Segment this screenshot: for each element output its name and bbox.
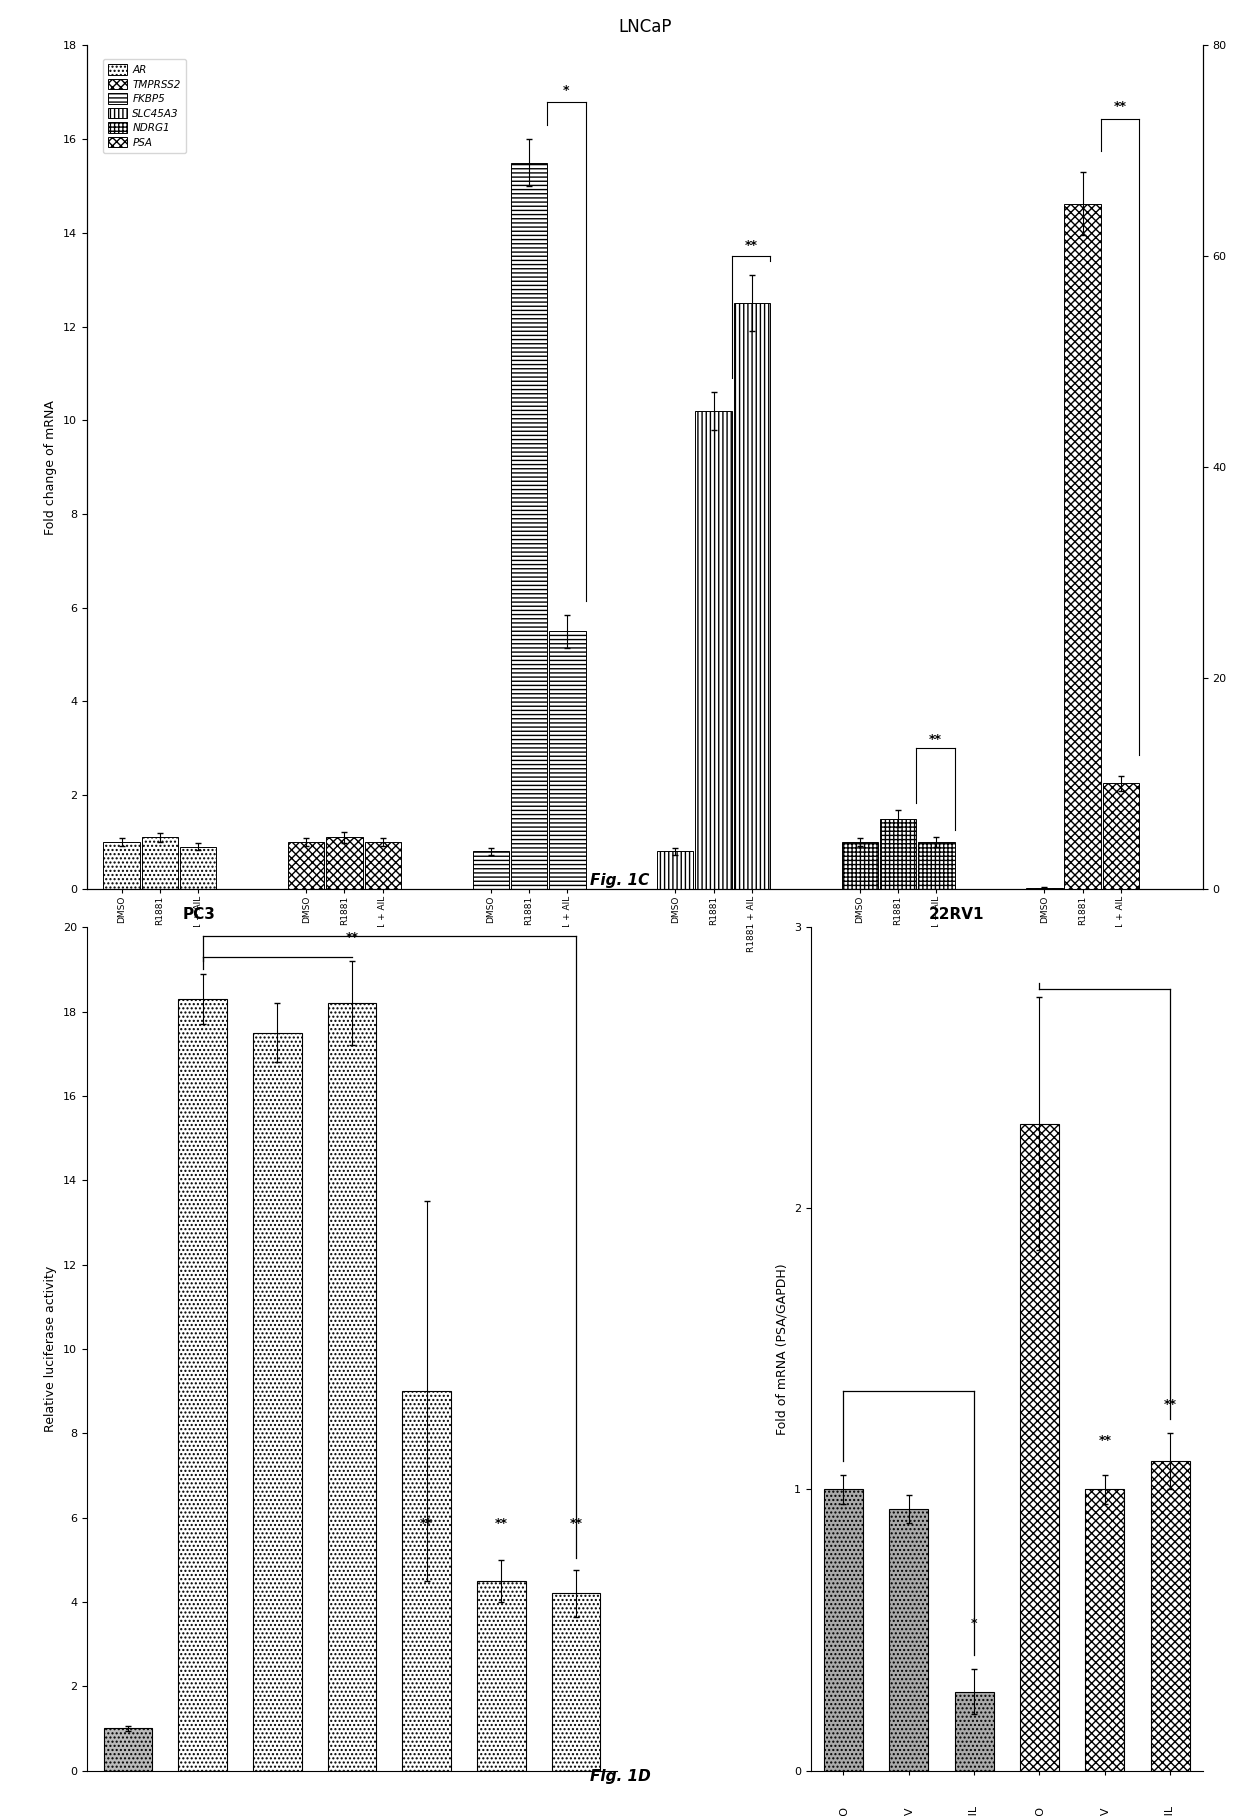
Bar: [365, 843, 401, 888]
Bar: [955, 1693, 993, 1771]
Bar: [734, 303, 770, 888]
Text: **: **: [1163, 1398, 1177, 1411]
Text: **: **: [495, 1516, 508, 1531]
Bar: [1085, 1489, 1125, 1771]
Text: PC3: PC3: [182, 906, 215, 923]
Text: **: **: [929, 734, 942, 746]
Bar: [326, 837, 362, 888]
Text: Fig. 1D: Fig. 1D: [590, 1769, 650, 1783]
Bar: [180, 846, 217, 888]
Bar: [104, 1729, 153, 1771]
Bar: [842, 843, 878, 888]
Bar: [511, 163, 547, 888]
Bar: [1102, 783, 1140, 888]
Bar: [1064, 203, 1101, 888]
Text: **: **: [420, 1516, 433, 1531]
Text: **: **: [346, 932, 358, 944]
Bar: [657, 852, 693, 888]
Y-axis label: Fold of mRNA (PSA/GAPDH): Fold of mRNA (PSA/GAPDH): [775, 1264, 789, 1435]
Bar: [1019, 1124, 1059, 1771]
Bar: [549, 632, 585, 888]
Text: *: *: [971, 1616, 977, 1631]
Text: Fig. 1C: Fig. 1C: [590, 873, 650, 888]
Legend: AR, TMPRSS2, FKBP5, SLC45A3, NDRG1, PSA: AR, TMPRSS2, FKBP5, SLC45A3, NDRG1, PSA: [103, 60, 186, 153]
Bar: [253, 1033, 301, 1771]
Bar: [327, 1002, 376, 1771]
Text: **: **: [1099, 1435, 1111, 1447]
Bar: [288, 843, 325, 888]
Text: *: *: [563, 84, 569, 98]
Text: **: **: [744, 240, 758, 252]
Y-axis label: Relative luciferase activity: Relative luciferase activity: [45, 1266, 57, 1433]
Bar: [472, 852, 508, 888]
Bar: [552, 1593, 600, 1771]
Bar: [179, 999, 227, 1771]
Bar: [889, 1509, 929, 1771]
Text: **: **: [1114, 100, 1126, 113]
Bar: [403, 1391, 451, 1771]
Bar: [103, 843, 140, 888]
Bar: [696, 410, 732, 888]
Bar: [823, 1489, 863, 1771]
Bar: [477, 1580, 526, 1771]
Text: **: **: [569, 1516, 583, 1531]
Bar: [919, 843, 955, 888]
Bar: [1151, 1462, 1189, 1771]
Title: LNCaP: LNCaP: [618, 18, 672, 36]
Bar: [141, 837, 179, 888]
Bar: [880, 819, 916, 888]
Y-axis label: Fold change of mRNA: Fold change of mRNA: [45, 400, 57, 534]
Text: 22RV1: 22RV1: [929, 906, 983, 923]
